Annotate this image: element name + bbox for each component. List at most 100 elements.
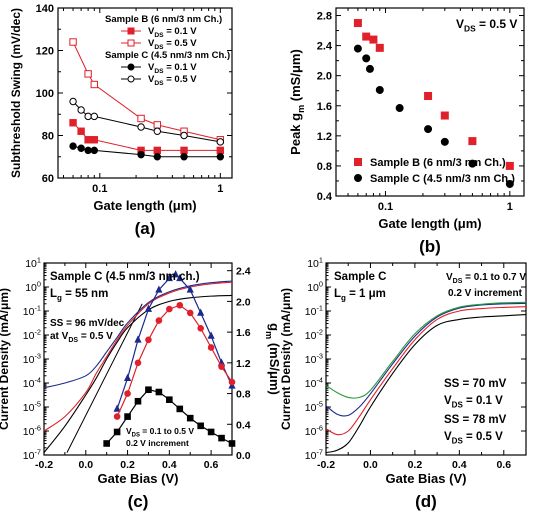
data-point bbox=[134, 397, 142, 405]
panel-a: 0.1 1 60 80 100 120 140 Gate length (μm) Subthre… bbox=[9, 3, 233, 238]
y-tick-label: 10-3 bbox=[305, 351, 323, 366]
y-tick-label: 10-2 bbox=[305, 327, 323, 342]
annotation-ss2-vds-part: = 0.5 V bbox=[463, 431, 503, 443]
y-tick-label-part: 10 bbox=[305, 450, 317, 462]
data-point bbox=[69, 119, 77, 127]
legend-marker bbox=[127, 27, 135, 35]
legend-entry-part: V bbox=[148, 62, 155, 73]
annotation-sample: Sample C (4.5 nm/3 nm ch.) bbox=[50, 271, 200, 283]
x-tick-label: 0.1 bbox=[378, 201, 393, 213]
y-tick-label: 100 bbox=[307, 279, 323, 294]
y2-axis-label-part: m bbox=[264, 331, 274, 339]
annotation-ss: SS = 96 mV/dec bbox=[50, 318, 125, 329]
legend-entry-part: V bbox=[148, 26, 155, 37]
annotation-vds-part: DS bbox=[453, 278, 463, 285]
annotation-vds-part: DS bbox=[132, 433, 140, 439]
legend-marker bbox=[354, 158, 362, 166]
data-point bbox=[145, 336, 152, 344]
x-axis-label: Gate Bias (V) bbox=[386, 471, 467, 486]
legend-header: Sample B (6 nm/3 nm Ch.) bbox=[105, 14, 222, 25]
data-point bbox=[353, 19, 362, 28]
y-tick-label: 2.0 bbox=[317, 71, 332, 83]
annotation-lg-part: g bbox=[57, 293, 62, 302]
data-point bbox=[144, 304, 153, 312]
data-point bbox=[197, 308, 205, 316]
y-tick-label-part: 0 bbox=[319, 279, 323, 288]
legend-entry-part: V bbox=[148, 74, 155, 85]
y-tick-label: 0.4 bbox=[317, 191, 333, 203]
y2-tick-label: 0.4 bbox=[236, 419, 251, 431]
y-axis-label-part: (mS/μm) bbox=[288, 49, 303, 105]
data-point bbox=[171, 270, 180, 278]
annotation-lg-part: L bbox=[50, 288, 57, 300]
gm-series-2 bbox=[103, 386, 236, 447]
x-tick-label: 0.1 bbox=[92, 183, 107, 195]
y-tick-label: 10-3 bbox=[23, 351, 41, 366]
data-point bbox=[90, 112, 98, 121]
vds-annotation-part: DS bbox=[464, 24, 476, 34]
annotation-ss2-vds: VDS = 0.5 V bbox=[444, 431, 503, 445]
data-point bbox=[362, 54, 371, 63]
y-tick-label-part: 0 bbox=[37, 279, 41, 288]
x-tick-label: 0.0 bbox=[78, 459, 93, 471]
y-tick-label-part: 10 bbox=[305, 306, 317, 318]
annotation-ss2: SS = 78 mV bbox=[444, 414, 507, 426]
panel-b-plot-area bbox=[335, 7, 525, 197]
panel-label: (d) bbox=[415, 492, 437, 511]
y-tick-label: 140 bbox=[36, 3, 54, 15]
data-point bbox=[186, 309, 194, 317]
panel-b: 0.1 1 0.4 0.8 1.2 1.6 2.0 2.4 2.8 Gate length (μm… bbox=[288, 7, 525, 256]
data-point bbox=[362, 32, 371, 41]
panel-a-plot-area bbox=[57, 7, 233, 179]
data-point bbox=[84, 70, 92, 78]
data-point bbox=[424, 125, 433, 134]
y2-tick-label: 0.0 bbox=[236, 450, 251, 462]
data-point bbox=[176, 273, 184, 282]
y-tick-label-part: 10 bbox=[23, 378, 35, 390]
y2-axis-label-part: (mS/μm) bbox=[267, 339, 282, 395]
data-point bbox=[90, 146, 98, 155]
legend-entry: VDS = 0.5 V bbox=[148, 74, 197, 87]
data-point bbox=[77, 106, 85, 114]
x-tick-label: 0.6 bbox=[204, 459, 219, 471]
y-tick-label-part: 10 bbox=[305, 354, 317, 366]
annotation-lg-part: = 1 μm bbox=[346, 288, 386, 300]
y-tick-label: 10-2 bbox=[23, 327, 41, 342]
data-point bbox=[77, 127, 85, 135]
data-point bbox=[84, 136, 92, 144]
id-curve-2 bbox=[325, 302, 527, 417]
series-0 bbox=[353, 19, 514, 170]
y-tick-label: 60 bbox=[42, 173, 54, 185]
data-point bbox=[424, 91, 433, 100]
y-tick-label-part: -6 bbox=[316, 423, 323, 432]
y-tick-label: 2.4 bbox=[317, 41, 333, 53]
panel-label: (a) bbox=[135, 219, 156, 238]
data-point bbox=[155, 388, 163, 396]
y-tick-label-part: 10 bbox=[305, 426, 317, 438]
y-tick-label-part: -7 bbox=[34, 447, 41, 456]
data-point bbox=[155, 317, 163, 324]
data-point bbox=[153, 121, 162, 129]
gm-line bbox=[116, 273, 233, 410]
y-tick-label: 10-4 bbox=[23, 375, 41, 390]
y2-tick-label: 1.6 bbox=[236, 327, 251, 339]
y-axis-label-part: m bbox=[296, 105, 306, 113]
data-point bbox=[228, 440, 236, 447]
y-tick-label-part: -1 bbox=[316, 303, 323, 312]
data-point bbox=[197, 422, 204, 430]
y-tick-label-part: 10 bbox=[307, 258, 319, 270]
legend-header: Sample C (4.5 nm/3 nm Ch.) bbox=[105, 50, 230, 61]
data-point bbox=[216, 153, 225, 161]
annotation-vds: VDS = 0.1 to 0.5 V bbox=[126, 426, 194, 439]
vds-annotation-part: = 0.5 V bbox=[476, 17, 518, 31]
gm-series-0 bbox=[113, 270, 236, 412]
data-point bbox=[77, 144, 85, 152]
y-tick-label-part: -2 bbox=[34, 327, 41, 336]
y-tick-label-part: -2 bbox=[316, 327, 323, 336]
annotation-ss1-vds-part: DS bbox=[452, 400, 464, 409]
data-point bbox=[440, 137, 449, 146]
y-axis-label: Subthreshold Swing (mV/dec) bbox=[9, 8, 23, 178]
annotation-lg-part: L bbox=[334, 288, 341, 300]
legend-entry: VDS = 0.5 V bbox=[148, 38, 197, 51]
